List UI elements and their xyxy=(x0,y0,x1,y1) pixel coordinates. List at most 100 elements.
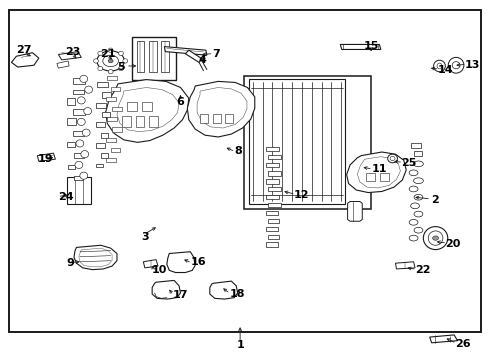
Text: 22: 22 xyxy=(415,265,431,275)
Ellipse shape xyxy=(452,62,460,69)
Ellipse shape xyxy=(409,220,418,225)
Ellipse shape xyxy=(411,203,419,209)
FancyBboxPatch shape xyxy=(73,109,85,115)
FancyBboxPatch shape xyxy=(73,90,84,94)
FancyBboxPatch shape xyxy=(269,171,281,176)
Ellipse shape xyxy=(103,55,119,67)
Text: 3: 3 xyxy=(141,232,148,242)
Text: 6: 6 xyxy=(176,97,184,107)
Polygon shape xyxy=(185,50,202,62)
Polygon shape xyxy=(340,44,381,49)
FancyBboxPatch shape xyxy=(96,122,105,127)
Ellipse shape xyxy=(414,161,423,167)
Polygon shape xyxy=(161,41,169,72)
Polygon shape xyxy=(347,202,362,221)
Polygon shape xyxy=(106,97,116,101)
Ellipse shape xyxy=(433,236,439,240)
Ellipse shape xyxy=(97,51,124,71)
Polygon shape xyxy=(144,260,158,268)
Ellipse shape xyxy=(75,161,83,168)
FancyBboxPatch shape xyxy=(269,203,281,207)
FancyBboxPatch shape xyxy=(200,114,208,123)
Ellipse shape xyxy=(448,57,464,73)
FancyBboxPatch shape xyxy=(74,176,83,180)
FancyBboxPatch shape xyxy=(122,116,131,127)
Ellipse shape xyxy=(119,51,123,55)
Polygon shape xyxy=(57,61,69,68)
Polygon shape xyxy=(395,262,415,269)
Text: 4: 4 xyxy=(198,55,206,65)
Text: 16: 16 xyxy=(190,257,206,267)
FancyBboxPatch shape xyxy=(96,164,103,167)
FancyBboxPatch shape xyxy=(269,219,279,223)
Polygon shape xyxy=(37,153,55,161)
Text: 26: 26 xyxy=(455,339,471,349)
Polygon shape xyxy=(430,335,458,343)
Ellipse shape xyxy=(81,150,89,158)
FancyBboxPatch shape xyxy=(149,116,158,127)
FancyBboxPatch shape xyxy=(244,76,371,209)
Ellipse shape xyxy=(76,140,84,147)
Polygon shape xyxy=(106,158,116,162)
Polygon shape xyxy=(106,138,116,142)
Text: 25: 25 xyxy=(401,158,416,168)
Ellipse shape xyxy=(123,59,128,63)
Text: 14: 14 xyxy=(438,64,454,75)
FancyBboxPatch shape xyxy=(67,118,76,126)
Text: 5: 5 xyxy=(118,62,125,72)
Text: 20: 20 xyxy=(445,239,461,249)
Ellipse shape xyxy=(409,170,418,176)
Polygon shape xyxy=(167,87,185,98)
FancyBboxPatch shape xyxy=(143,102,152,111)
Polygon shape xyxy=(152,280,180,299)
Polygon shape xyxy=(167,252,195,273)
Ellipse shape xyxy=(390,156,395,161)
Text: 13: 13 xyxy=(465,60,480,70)
FancyBboxPatch shape xyxy=(366,173,375,181)
FancyBboxPatch shape xyxy=(266,195,279,199)
Ellipse shape xyxy=(119,66,123,71)
FancyBboxPatch shape xyxy=(213,114,220,123)
Ellipse shape xyxy=(108,59,113,63)
Polygon shape xyxy=(112,107,122,111)
Polygon shape xyxy=(112,127,122,132)
FancyBboxPatch shape xyxy=(414,151,422,156)
FancyBboxPatch shape xyxy=(101,134,108,138)
Text: 15: 15 xyxy=(364,41,379,50)
Polygon shape xyxy=(107,76,117,80)
Polygon shape xyxy=(11,53,39,67)
Ellipse shape xyxy=(77,118,85,126)
Polygon shape xyxy=(137,41,145,72)
FancyBboxPatch shape xyxy=(411,143,421,148)
Polygon shape xyxy=(187,81,255,137)
Ellipse shape xyxy=(108,69,113,74)
Ellipse shape xyxy=(414,178,423,184)
Ellipse shape xyxy=(423,226,448,249)
Ellipse shape xyxy=(414,211,423,217)
Text: 23: 23 xyxy=(65,46,81,57)
Polygon shape xyxy=(346,152,406,193)
Text: 8: 8 xyxy=(234,146,242,156)
Polygon shape xyxy=(210,281,238,299)
FancyBboxPatch shape xyxy=(266,211,278,215)
Ellipse shape xyxy=(98,66,103,71)
Ellipse shape xyxy=(82,129,90,136)
Text: 10: 10 xyxy=(152,265,168,275)
Ellipse shape xyxy=(409,235,418,241)
Ellipse shape xyxy=(94,59,98,63)
Ellipse shape xyxy=(80,75,88,82)
FancyBboxPatch shape xyxy=(68,165,75,169)
Ellipse shape xyxy=(84,108,92,115)
Polygon shape xyxy=(74,245,117,270)
FancyBboxPatch shape xyxy=(269,234,279,239)
Ellipse shape xyxy=(85,86,93,93)
Text: 12: 12 xyxy=(294,190,309,200)
FancyBboxPatch shape xyxy=(269,187,281,192)
FancyBboxPatch shape xyxy=(225,114,233,123)
FancyBboxPatch shape xyxy=(266,226,278,231)
Polygon shape xyxy=(106,80,189,142)
Polygon shape xyxy=(58,51,81,60)
Text: 7: 7 xyxy=(212,49,220,59)
Polygon shape xyxy=(107,117,117,121)
Text: 21: 21 xyxy=(100,49,116,59)
